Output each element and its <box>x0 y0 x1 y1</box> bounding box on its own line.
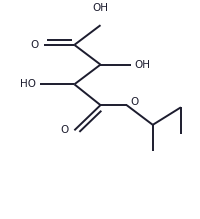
Text: HO: HO <box>20 79 36 89</box>
Text: OH: OH <box>92 3 108 13</box>
Text: O: O <box>30 40 38 50</box>
Text: O: O <box>130 97 138 107</box>
Text: OH: OH <box>134 60 150 70</box>
Text: O: O <box>60 125 68 135</box>
